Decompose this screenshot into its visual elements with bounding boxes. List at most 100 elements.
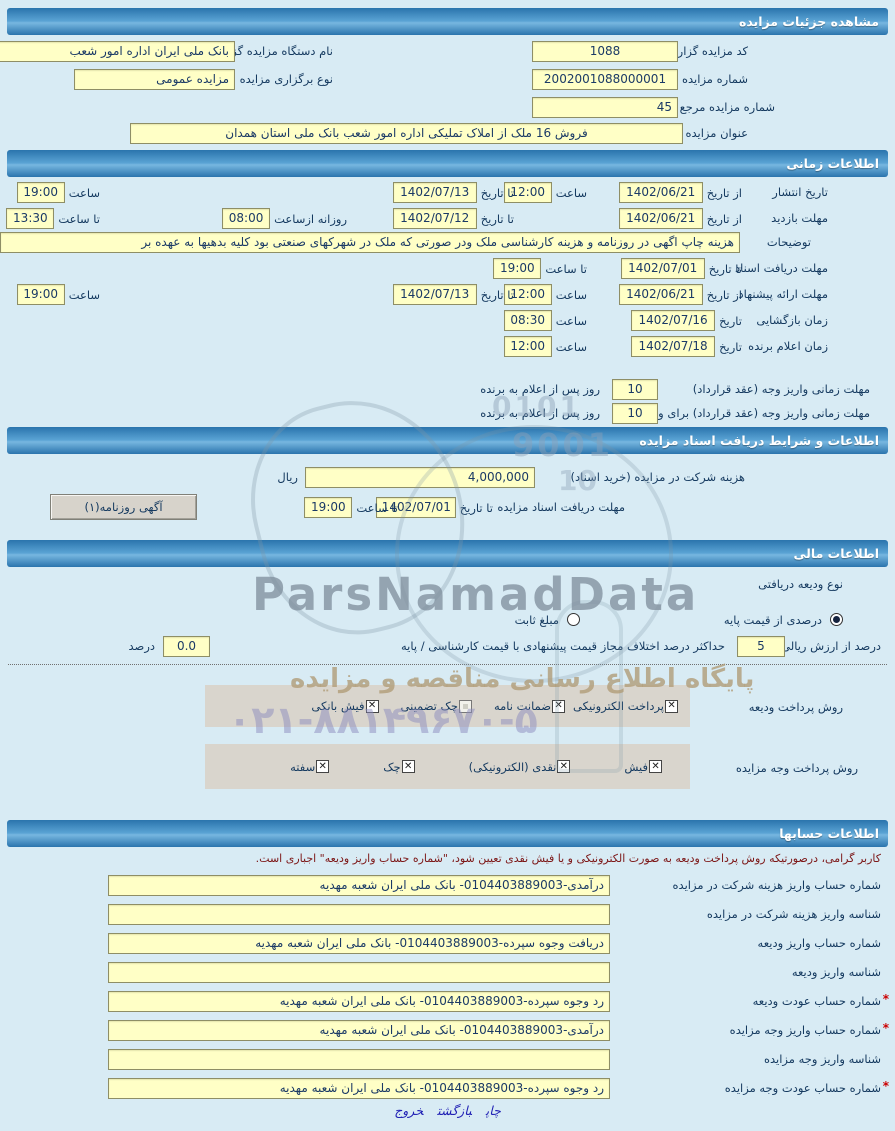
max-diff-field[interactable]: 0.0 (163, 636, 210, 657)
account-row-field[interactable] (108, 1049, 610, 1070)
divider (8, 664, 887, 665)
checkbox-option[interactable]: نقدی (الکترونیکی) (469, 760, 571, 774)
pay1-days-field[interactable]: 10 (612, 379, 658, 400)
docs-get-date-field[interactable]: 1402/07/01 (375, 497, 456, 518)
fee-unit: ریال (277, 470, 298, 484)
visit-to-label: تا تاریخ (480, 211, 514, 226)
docs-deadline-hour-group: تا ساعت 19:00 (493, 258, 587, 279)
checkbox-option[interactable]: چک (383, 760, 415, 774)
checkbox-option[interactable]: سفته (290, 760, 330, 774)
checkbox-label: فیش (624, 759, 648, 774)
pay1-suffix: روز پس از اعلام به برنده (480, 382, 600, 396)
offer-hour-field[interactable]: 12:00 (503, 284, 552, 305)
publish-to-hour-field[interactable]: 19:00 (16, 182, 65, 203)
offer-from-group: از تاریخ 1402/06/21 (618, 284, 742, 305)
fee-label: هزینه شرکت در مزایده (خرید اسناد) (570, 470, 746, 484)
offer-to-date-field[interactable]: 1402/07/13 (392, 284, 477, 305)
publish-to-hour-label: ساعت (68, 185, 100, 200)
checkbox-option[interactable]: فیش (624, 760, 662, 774)
exit-link[interactable]: خروج (394, 1103, 424, 1118)
account-row-field[interactable]: دریافت وجوه سپرده-0104403889003- بانک مل… (108, 933, 610, 954)
visit-daily-label: روزانه ازساعت (274, 211, 347, 226)
required-star: * (882, 992, 889, 1006)
radio-percent-button[interactable] (830, 613, 843, 626)
newspaper-ad-button[interactable]: آگهی روزنامه(۱) (50, 494, 197, 520)
account-row-field[interactable] (108, 962, 610, 983)
checkbox-option[interactable]: چک تضمینی (401, 699, 472, 713)
publish-to-date-field[interactable]: 1402/07/13 (392, 182, 477, 203)
checkbox[interactable] (401, 760, 415, 773)
print-link[interactable]: چاپ (485, 1103, 501, 1118)
checkbox[interactable] (557, 760, 571, 773)
checkbox[interactable] (365, 699, 379, 713)
visit-from-date-field[interactable]: 1402/06/21 (618, 208, 703, 229)
checkbox[interactable] (665, 699, 678, 713)
visit-until-field[interactable]: 13:30 (6, 208, 55, 229)
radio-fixed-option[interactable]: مبلغ ثابت (515, 609, 580, 630)
payment-method-label: روش پرداخت وجه مزایده (735, 761, 858, 775)
checkbox[interactable] (458, 699, 472, 713)
visit-to-date-field[interactable]: 1402/07/12 (392, 208, 477, 229)
account-row-field[interactable]: رد وجوه سپرده-0104403889003- بانک ملی ای… (108, 1078, 610, 1099)
docs-section-title: اطلاعات و شرایط دریافت اسناد مزایده (639, 433, 879, 448)
checkbox-option[interactable]: فیش بانکی (311, 699, 379, 713)
radio-percent-option[interactable]: درصدی از قیمت پایه (724, 609, 843, 630)
offer-hour-group: ساعت 12:00 (503, 284, 587, 305)
publish-to-group: تا تاریخ 1402/07/13 (392, 182, 514, 203)
auctioneer-name-label: نام دستگاه مزایده گزار (222, 44, 333, 58)
checkbox[interactable] (316, 760, 330, 773)
pay2-days-field[interactable]: 10 (612, 403, 658, 424)
winner-hour-field[interactable]: 12:00 (503, 336, 552, 357)
notes-field[interactable]: هزینه چاپ اگهی در روزنامه و هزینه کارشنا… (0, 232, 740, 253)
opening-hour-field[interactable]: 08:30 (503, 310, 552, 331)
opening-date-field[interactable]: 1402/07/16 (631, 310, 716, 331)
auctioneer-code-field[interactable]: 1088 (532, 41, 678, 62)
time-section-title: اطلاعات زمانی (786, 156, 879, 171)
auction-type-field[interactable]: مزایده عمومی (74, 69, 235, 90)
opening-date-label: تاریخ (719, 313, 742, 328)
account-row-field[interactable] (108, 904, 610, 925)
visit-label: مهلت بازدید (771, 211, 828, 225)
checkbox[interactable] (649, 760, 662, 773)
checkbox-label: چک تضمینی (400, 699, 458, 713)
docs-get-hour-field[interactable]: 19:00 (304, 497, 353, 518)
ref-number-field[interactable]: 45 (532, 97, 678, 118)
docs-deadline-hour-field[interactable]: 19:00 (493, 258, 542, 279)
docs-deadline-date-field[interactable]: 1402/07/01 (620, 258, 705, 279)
docs-get-deadline-label: مهلت دریافت اسناد مزایده (497, 500, 625, 514)
offer-to-label: تا تاریخ (480, 287, 514, 302)
visit-daily-from-field[interactable]: 08:00 (222, 208, 271, 229)
publish-from-date-field[interactable]: 1402/06/21 (618, 182, 703, 203)
offer-from-date-field[interactable]: 1402/06/21 (618, 284, 703, 305)
back-link[interactable]: بازگشت (437, 1103, 472, 1118)
account-row-field[interactable]: درآمدی-0104403889003- بانک ملی ایران شعب… (108, 875, 610, 896)
auction-title-field[interactable]: فروش 16 ملک از املاک تملیکی اداره امور ش… (130, 123, 683, 144)
auction-number-label: شماره مزایده (682, 72, 748, 86)
checkbox-option[interactable]: ضمانت نامه (494, 699, 566, 713)
docs-deadline-until-label: تا ساعت (545, 261, 587, 276)
account-row-label: شناسه واریز وجه مزایده (763, 1052, 881, 1066)
docs-get-to-label: تا تاریخ (459, 500, 493, 515)
winner-date-field[interactable]: 1402/07/18 (631, 336, 716, 357)
publish-to-label: تا تاریخ (480, 185, 514, 200)
account-row-label: شناسه واریز هزینه شرکت در مزایده (706, 907, 881, 921)
page-title: مشاهده جزئیات مزایده (738, 14, 879, 29)
docs-deadline-date-group: تا تاریخ 1402/07/01 (620, 258, 742, 279)
fee-field[interactable]: 4,000,000 (305, 467, 535, 488)
auctioneer-name-field[interactable]: بانک ملی ایران اداره امور شعب (0, 41, 235, 62)
auction-title-label: عنوان مزایده (685, 126, 748, 140)
radio-percent-label: درصدی از قیمت پایه (723, 612, 822, 627)
percent-label: درصد از ارزش ریالی مال (759, 639, 881, 653)
offer-to-hour-field[interactable]: 19:00 (16, 284, 65, 305)
auction-number-field[interactable]: 2002001088000001 (532, 69, 678, 90)
opening-label: زمان بازگشایی (756, 313, 828, 327)
account-row-field[interactable]: درآمدی-0104403889003- بانک ملی ایران شعب… (108, 1020, 610, 1041)
publish-hour-field[interactable]: 12:00 (503, 182, 552, 203)
account-row-label: شماره حساب واریز هزینه شرکت در مزایده (672, 878, 881, 892)
checkbox[interactable] (552, 699, 566, 713)
checkbox-option[interactable]: پرداخت الکترونیکی (573, 699, 678, 713)
footer-links: چاپ بازگشت خروج (0, 1103, 895, 1118)
percent-field[interactable]: 5 (737, 636, 785, 657)
radio-fixed-button[interactable] (567, 613, 580, 626)
account-row-field[interactable]: رد وجوه سپرده-0104403889003- بانک ملی ای… (108, 991, 610, 1012)
